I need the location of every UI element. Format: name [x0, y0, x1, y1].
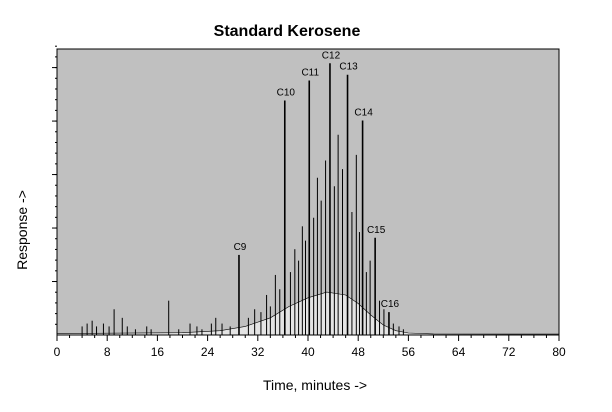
- peak-label-c10: C10: [277, 87, 296, 98]
- peak-label-c13: C13: [339, 62, 358, 73]
- baseline-hump: [56, 291, 560, 336]
- x-tick-label-64: 64: [452, 345, 466, 359]
- y-axis-label: Response ->: [14, 190, 30, 270]
- plot-area: [56, 48, 560, 336]
- peak-label-c11: C11: [301, 67, 319, 78]
- y-ticks: [52, 45, 57, 325]
- x-tick-label-0: 0: [54, 345, 61, 359]
- x-tick-label-72: 72: [502, 345, 516, 359]
- x-axis-label: Time, minutes ->: [263, 377, 367, 393]
- x-tick-label-16: 16: [151, 345, 165, 359]
- x-tick-label-80: 80: [552, 345, 566, 359]
- x-tick-label-56: 56: [402, 345, 416, 359]
- peak-label-c14: C14: [354, 108, 373, 119]
- x-tick-label-48: 48: [352, 345, 366, 359]
- peak-label-c12: C12: [322, 50, 341, 61]
- x-tick-label-40: 40: [301, 345, 315, 359]
- x-tick-label-8: 8: [104, 345, 111, 359]
- peak-label-c16: C16: [381, 299, 400, 310]
- x-ticks: 0 8 16 24 32 40 48 56 64 72 80: [54, 335, 566, 359]
- chart-title: Standard Kerosene: [214, 23, 361, 40]
- x-tick-label-24: 24: [201, 345, 215, 359]
- peak-label-c15: C15: [367, 225, 386, 236]
- peak-label-c9: C9: [234, 242, 247, 253]
- peak-traces: [81, 63, 404, 335]
- x-tick-label-32: 32: [251, 345, 265, 359]
- baseline-hump-area: [56, 291, 560, 336]
